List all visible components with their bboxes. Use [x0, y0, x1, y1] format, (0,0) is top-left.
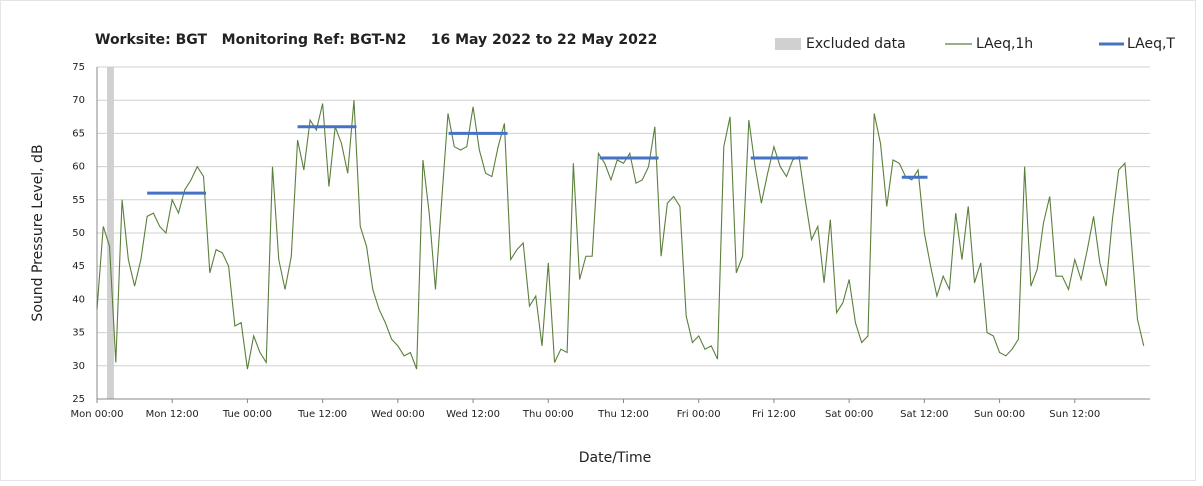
x-tick-label: Wed 12:00 — [446, 409, 500, 420]
y-tick-label: 50 — [72, 228, 85, 239]
chart-title: Worksite: BGT Monitoring Ref: BGT-N2 16 … — [95, 32, 657, 48]
y-tick-label: 40 — [72, 294, 85, 305]
y-tick-label: 45 — [72, 261, 85, 272]
y-tick-label: 65 — [72, 128, 85, 139]
x-tick-label: Thu 00:00 — [522, 409, 574, 420]
x-tick-label: Tue 00:00 — [222, 409, 272, 420]
x-tick-label: Fri 00:00 — [677, 409, 721, 420]
y-axis-label: Sound Pressure Level, dB — [30, 144, 46, 321]
y-tick-label: 25 — [72, 394, 85, 405]
legend-label: LAeq,T — [1127, 36, 1175, 52]
x-tick-label: Mon 00:00 — [70, 409, 123, 420]
x-tick-label: Sat 12:00 — [900, 409, 948, 420]
excluded-band — [107, 67, 114, 399]
y-tick-label: 70 — [72, 95, 85, 106]
y-tick-label: 55 — [72, 195, 85, 206]
x-axis-label: Date/Time — [579, 450, 651, 466]
x-tick-label: Sat 00:00 — [825, 409, 873, 420]
legend-label: Excluded data — [806, 36, 906, 52]
y-tick-label: 75 — [72, 62, 85, 73]
y-tick-label: 35 — [72, 328, 85, 339]
x-tick-label: Sun 12:00 — [1049, 409, 1100, 420]
x-tick-label: Wed 00:00 — [371, 409, 425, 420]
legend-swatch — [775, 38, 801, 50]
x-tick-label: Thu 12:00 — [597, 409, 649, 420]
y-tick-label: 60 — [72, 162, 85, 173]
x-tick-label: Sun 00:00 — [974, 409, 1025, 420]
line-series — [96, 100, 1145, 370]
legend-label: LAeq,1h — [976, 36, 1033, 52]
y-tick-label: 30 — [72, 361, 85, 372]
x-tick-label: Mon 12:00 — [146, 409, 199, 420]
x-tick-label: Tue 12:00 — [297, 409, 347, 420]
x-tick-label: Fri 12:00 — [752, 409, 796, 420]
